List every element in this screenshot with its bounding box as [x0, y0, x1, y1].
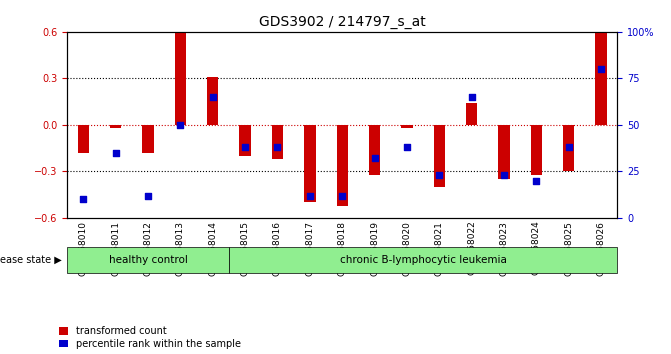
Bar	[272, 125, 283, 159]
Bar	[531, 125, 542, 175]
Point	[305, 193, 315, 199]
Point	[175, 122, 186, 128]
Bar	[401, 125, 413, 128]
Bar	[499, 125, 510, 179]
Point	[110, 150, 121, 156]
Point	[564, 144, 574, 150]
Bar	[337, 125, 348, 206]
Point	[207, 94, 218, 100]
Bar	[304, 125, 315, 202]
Bar	[466, 103, 477, 125]
Point	[401, 144, 412, 150]
Title: GDS3902 / 214797_s_at: GDS3902 / 214797_s_at	[259, 16, 425, 29]
Point	[434, 172, 445, 178]
Text: healthy control: healthy control	[109, 255, 187, 265]
Bar	[174, 32, 186, 125]
Bar	[110, 125, 121, 128]
Point	[499, 172, 509, 178]
Text: disease state ▶: disease state ▶	[0, 255, 62, 265]
Text: chronic B-lymphocytic leukemia: chronic B-lymphocytic leukemia	[340, 255, 507, 265]
Point	[337, 193, 348, 199]
Bar	[207, 77, 219, 125]
Point	[272, 144, 283, 150]
Point	[143, 193, 154, 199]
Bar	[240, 125, 251, 156]
Bar	[142, 125, 154, 153]
Bar	[433, 125, 445, 187]
Point	[369, 155, 380, 161]
Bar	[78, 125, 89, 153]
Point	[596, 66, 607, 72]
FancyBboxPatch shape	[229, 247, 617, 273]
Point	[78, 196, 89, 202]
Legend: transformed count, percentile rank within the sample: transformed count, percentile rank withi…	[58, 326, 241, 349]
Bar	[369, 125, 380, 175]
Point	[531, 178, 541, 184]
Point	[240, 144, 250, 150]
Point	[466, 94, 477, 100]
FancyBboxPatch shape	[67, 247, 229, 273]
Bar	[595, 13, 607, 125]
Bar	[563, 125, 574, 171]
